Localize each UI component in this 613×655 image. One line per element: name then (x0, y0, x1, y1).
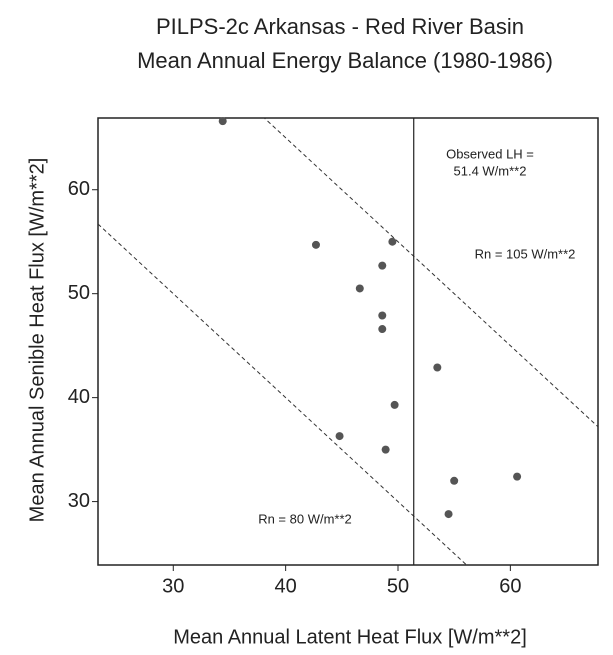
x-axis-label: Mean Annual Latent Heat Flux [W/m**2] (173, 626, 527, 648)
y-tick-label: 50 (68, 282, 90, 304)
point (218, 117, 227, 126)
x-tick-label: 30 (162, 575, 184, 597)
point (378, 261, 387, 270)
x-tick-label: 50 (387, 575, 409, 597)
point (450, 476, 459, 485)
chart-title: PILPS-2c Arkansas - Red River Basin (156, 14, 524, 39)
point (355, 284, 364, 293)
energy-line (263, 118, 598, 428)
annotation: Observed LH = (446, 146, 534, 161)
point (513, 472, 522, 481)
point (378, 325, 387, 334)
point (381, 445, 390, 454)
y-tick-label: 60 (68, 178, 90, 200)
point (390, 400, 399, 409)
annotation: Rn = 80 W/m**2 (258, 511, 352, 526)
chart-title: Mean Annual Energy Balance (1980-1986) (137, 48, 553, 73)
point (433, 363, 442, 372)
point (444, 510, 453, 519)
point (311, 240, 320, 249)
y-tick-label: 30 (68, 490, 90, 512)
energy-line (98, 223, 468, 565)
point (378, 311, 387, 320)
x-tick-label: 60 (499, 575, 521, 597)
plot-frame (97, 117, 599, 566)
annotation: 51.4 W/m**2 (454, 163, 527, 178)
point (335, 432, 344, 441)
annotation: Rn = 105 W/m**2 (475, 246, 576, 261)
point (388, 237, 397, 246)
y-axis-label: Mean Annual Senible Heat Flux [W/m**2] (26, 158, 48, 523)
x-tick-label: 40 (275, 575, 297, 597)
y-tick-label: 40 (68, 386, 90, 408)
